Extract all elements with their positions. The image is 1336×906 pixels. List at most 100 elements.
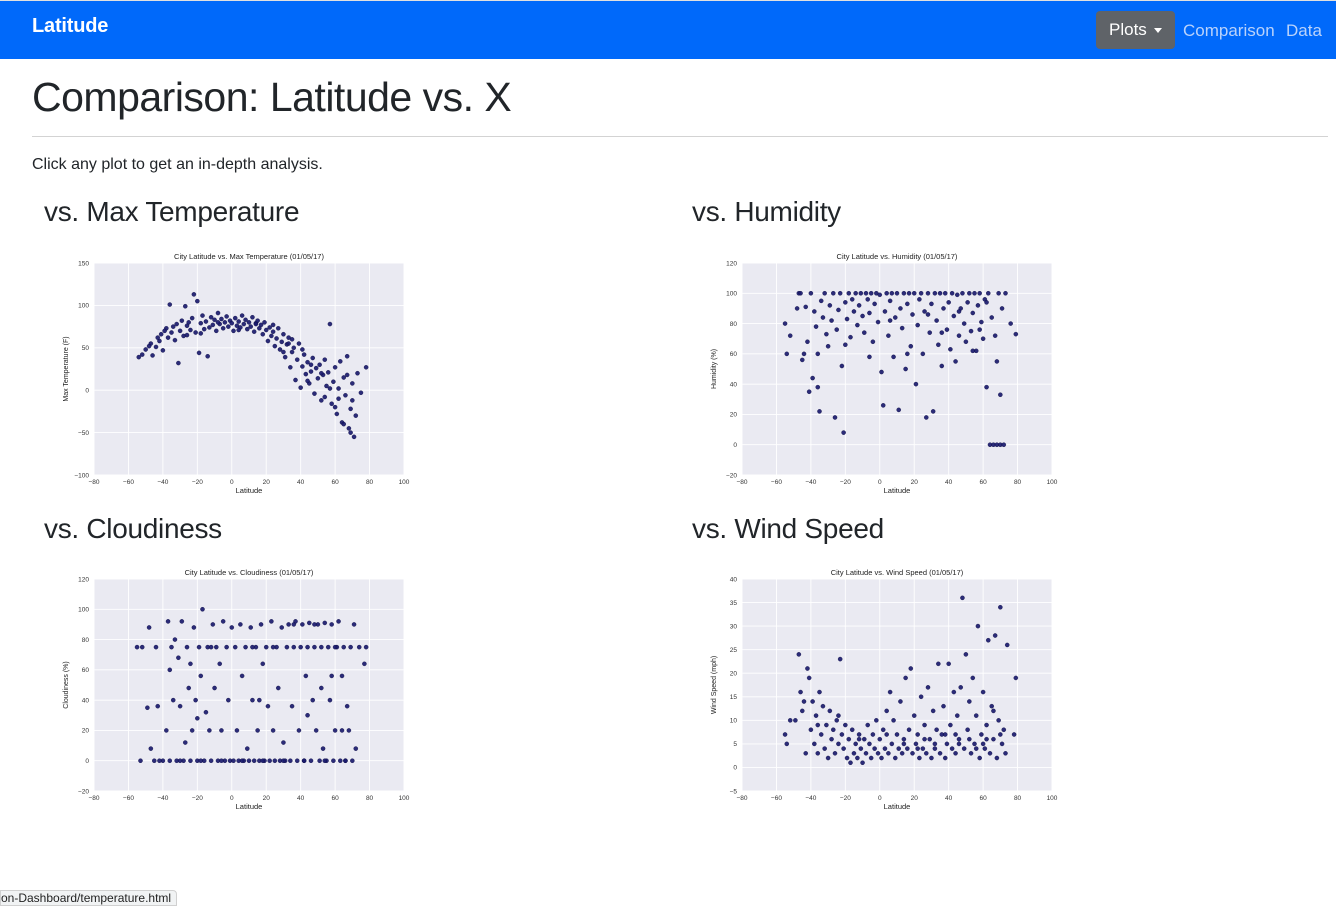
data-point	[226, 324, 231, 329]
data-point	[238, 622, 243, 627]
data-point	[968, 751, 974, 756]
data-point	[277, 347, 283, 352]
data-point	[158, 331, 164, 337]
data-point	[948, 347, 953, 352]
x-tick-label: −20	[192, 479, 203, 486]
data-point	[925, 291, 931, 296]
data-point	[281, 331, 286, 337]
data-point	[853, 291, 858, 296]
data-point	[849, 727, 855, 733]
data-point	[322, 394, 328, 400]
plot-humidity[interactable]: City Latitude vs. Humidity (01/05/17) −80…	[704, 250, 1064, 500]
data-point	[319, 398, 324, 403]
data-point	[851, 309, 857, 314]
data-point	[891, 718, 896, 723]
brand-link[interactable]: Latitude	[32, 15, 109, 37]
data-point	[1001, 727, 1007, 733]
data-point	[219, 758, 224, 763]
data-point	[224, 644, 229, 650]
data-point	[948, 722, 953, 728]
data-point	[975, 303, 981, 308]
data-point	[172, 337, 178, 343]
data-point	[169, 644, 174, 650]
data-point	[210, 622, 216, 627]
data-point	[805, 339, 810, 344]
data-point	[898, 306, 903, 311]
x-tick-label: −60	[123, 795, 134, 802]
data-point	[208, 758, 214, 763]
data-point	[970, 310, 976, 316]
data-point	[856, 736, 862, 742]
data-point	[214, 644, 219, 650]
nav-link-comparison[interactable]: Comparison	[1183, 21, 1275, 40]
data-point	[198, 331, 204, 336]
data-point	[207, 325, 212, 330]
data-point	[815, 751, 821, 756]
data-point	[805, 666, 810, 671]
data-point	[784, 741, 790, 747]
data-point	[841, 746, 846, 751]
data-point	[924, 751, 929, 756]
data-point	[986, 291, 991, 296]
data-point	[229, 625, 235, 630]
data-point	[973, 746, 979, 751]
data-point	[884, 708, 889, 714]
data-point	[970, 348, 976, 354]
y-tick-label: 0	[733, 765, 737, 772]
y-tick-label: 30	[730, 623, 738, 630]
data-point	[915, 746, 920, 751]
data-point	[839, 363, 845, 369]
plots-dropdown-button[interactable]: Plots	[1096, 11, 1175, 49]
plots-dropdown-label: Plots	[1109, 20, 1147, 39]
y-axis-label: Max Temperature (F)	[63, 336, 70, 401]
y-tick-label: 20	[730, 671, 738, 678]
data-point	[913, 381, 919, 387]
data-point	[973, 713, 979, 718]
data-point	[782, 732, 788, 737]
plot-area	[94, 263, 404, 475]
data-point	[153, 644, 159, 650]
scatter-chart-max-temperature: City Latitude vs. Max Temperature (01/05…	[63, 252, 410, 495]
y-tick-label: 20	[82, 728, 90, 735]
data-point	[313, 365, 319, 371]
data-point	[214, 328, 219, 334]
data-point	[193, 697, 198, 703]
data-point	[276, 326, 281, 331]
plot-cloudiness[interactable]: City Latitude vs. Cloudiness (01/05/17) −…	[56, 566, 416, 816]
data-point	[863, 751, 869, 756]
chart-title: City Latitude vs. Max Temperature (01/05…	[174, 252, 324, 261]
data-point	[236, 319, 241, 324]
data-point	[882, 309, 888, 314]
data-point	[899, 325, 905, 331]
y-tick-label: 0	[733, 442, 737, 449]
data-point	[820, 703, 826, 709]
data-point	[987, 751, 993, 756]
data-point	[946, 300, 951, 305]
data-point	[184, 644, 190, 650]
x-tick-label: −20	[840, 479, 851, 486]
data-point	[332, 728, 338, 733]
data-point	[963, 652, 969, 657]
data-point	[341, 421, 346, 427]
data-point	[250, 315, 255, 320]
plot-wind-speed[interactable]: City Latitude vs. Wind Speed (01/05/17) −…	[704, 566, 1064, 816]
plot-max-temperature[interactable]: City Latitude vs. Max Temperature (01/05…	[56, 250, 416, 500]
data-point	[944, 741, 950, 747]
data-point	[1008, 321, 1013, 326]
data-point	[793, 718, 798, 723]
data-point	[138, 758, 143, 763]
data-point	[305, 378, 310, 384]
data-point	[863, 291, 869, 296]
data-point	[930, 708, 936, 714]
data-point	[986, 637, 991, 643]
data-point	[329, 401, 334, 407]
data-point	[155, 335, 160, 340]
data-point	[951, 313, 957, 319]
data-point	[922, 736, 927, 742]
data-point	[903, 366, 908, 372]
data-point	[832, 751, 838, 756]
data-point	[955, 713, 960, 718]
nav-link-data[interactable]: Data	[1286, 21, 1322, 40]
data-point	[972, 741, 977, 747]
data-point	[217, 661, 222, 667]
